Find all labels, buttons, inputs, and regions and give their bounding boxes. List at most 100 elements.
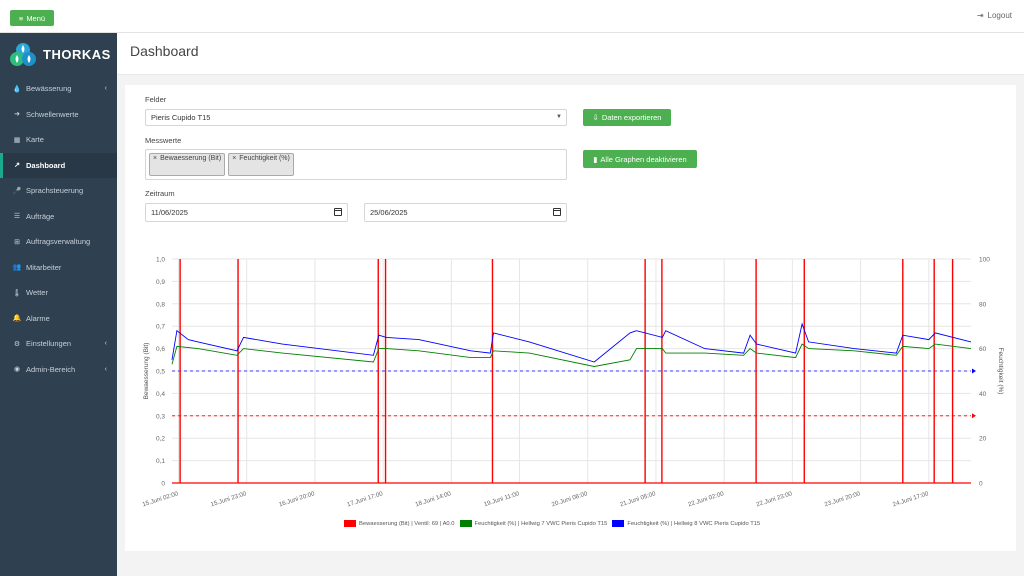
gears-icon: ⚙ [13,340,21,348]
sidebar-menu: 💧 Bewässerung ‹ ➜ Schwellenwerte ▦ Karte ↗ Dashb… [0,76,117,382]
sign-out-icon: ⇥ [976,11,984,20]
export-data-button[interactable]: ⇩ Daten exportieren [583,109,671,126]
sidebar-item-dashboard[interactable]: ↗ Dashboard [0,152,117,178]
sidebar-item-label: Sprachsteuerung [26,186,84,196]
y-left-tick-label: 0,8 [156,301,165,308]
tag-remove-icon[interactable]: × [153,155,158,162]
irrigation-threshold-marker [972,413,976,419]
menu-button[interactable]: ≡ Menü [10,10,54,26]
deactivate-graphs-button[interactable]: ▮ Alle Graphen deaktivieren [583,150,697,168]
sidebar-item-label: Mitarbeiter [26,262,62,272]
top-navbar: ≡ Menü ⇥ Logout [0,0,1024,33]
legend-label: Bewaesserung (Bit) | Ventil: 69 | A0.0 [359,520,455,527]
y-left-tick-label: 0,2 [156,436,165,443]
sidebar-item-label: Einstellungen [26,339,72,349]
y-left-tick-label: 0,6 [156,346,165,353]
sidebar-item-admin-bereich[interactable]: ◉ Admin-Bereich ‹ [0,357,117,383]
y-left-tick-label: 0,7 [156,324,165,331]
logout-label: Logout [987,11,1012,20]
sidebar-item-label: Bewässerung [26,84,72,94]
tag-remove-icon[interactable]: × [232,155,237,162]
sidebar-item-aufträge[interactable]: ☰ Aufträge [0,204,117,230]
messwerte-label: Messwerte [145,136,182,145]
sidebar-item-karte[interactable]: ▦ Karte [0,127,117,153]
bar-chart-icon: ▮ [593,154,598,164]
x-tick-label: 22.Juni 02:00 [687,490,725,508]
users-icon: 👥 [12,264,22,272]
date-from-input[interactable]: 11/06/2025 [145,203,348,222]
felder-label: Felder [145,95,167,104]
brand-logo[interactable]: THORKAS [0,33,117,76]
menu-button-label: Menü [26,13,46,23]
messwerte-tag[interactable]: × Bewaesserung (Bit) [149,153,226,176]
sidebar-item-wetter[interactable]: 🌡 Wetter [0,280,117,306]
legend-swatch [612,520,625,527]
x-tick-label: 19.Juni 11:00 [483,490,521,508]
page-header: Dashboard [117,33,1024,75]
y-right-tick-label: 100 [979,257,990,264]
messwerte-tag-label: Feuchtigkeit (%) [239,155,290,162]
date-to-value: 25/06/2025 [370,208,408,217]
chevron-left-icon: ‹ [104,365,107,373]
sidebar-item-sprachsteuerung[interactable]: 🎤 Sprachsteuerung [0,178,117,204]
hellwig7-series-line [171,343,972,367]
felder-select-value: Pieris Cupido T15 [151,113,211,122]
drop-icon: 💧 [12,85,22,93]
chevron-left-icon: ‹ [104,85,107,93]
sidebar-item-schwellenwerte[interactable]: ➜ Schwellenwerte [0,102,117,128]
y-right-tick-label: 0 [979,481,983,488]
legend-item[interactable]: Bewaesserung (Bit) | Ventil: 69 | A0.0 [344,520,455,527]
sidebar-item-label: Karte [26,135,44,145]
legend-swatch [344,520,356,527]
sidebar-item-bewässerung[interactable]: 💧 Bewässerung ‹ [0,76,117,102]
calendar-icon[interactable] [334,208,342,216]
felder-select[interactable]: Pieris Cupido T15 ▼ [145,109,567,126]
moisture-threshold-marker [972,368,976,374]
chart-legend: Bewaesserung (Bit) | Ventil: 69 | A0.0 Fe… [344,520,760,527]
brand-name: THORKAS [43,47,111,62]
moisture-chart: 0 0,1 0,2 0,3 0,4 0,5 0,6 0,7 0,8 0,9 1,0 0 20 40 60 80… [142,257,1004,509]
messwerte-tag[interactable]: × Feuchtigkeit (%) [228,153,294,176]
x-tick-label: 23.Juni 20:00 [824,490,862,508]
y-right-axis-label: Feuchtigkeit (%) [997,348,1004,395]
sidebar-item-alarme[interactable]: 🔔 Alarme [0,306,117,332]
date-from-value: 11/06/2025 [151,208,188,217]
y-left-tick-label: 0 [161,481,165,488]
list-icon: ☰ [13,213,21,221]
sidebar-item-einstellungen[interactable]: ⚙ Einstellungen ‹ [0,331,117,357]
calendar-icon[interactable] [553,208,561,216]
y-right-tick-label: 60 [979,346,987,353]
y-left-tick-label: 0,3 [156,413,165,420]
date-to-input[interactable]: 25/06/2025 [364,203,567,222]
sidebar-item-auftragsverwaltung[interactable]: ⊞ Auftragsverwaltung [0,229,117,255]
sidebar-item-label: Aufträge [26,211,55,221]
line-chart-icon: ↗ [14,162,20,170]
legend-item[interactable]: Feuchtigkeit (%) | Hellwig 8 VWC Pieris … [612,520,760,527]
sidebar-item-label: Wetter [26,288,48,298]
messwerte-tag-label: Bewaesserung (Bit) [160,155,222,162]
y-left-tick-label: 0,1 [156,458,165,465]
download-icon: ⇩ [592,113,599,122]
legend-item[interactable]: Feuchtigkeit (%) | Hellwig 7 VWC Pieris … [459,520,608,527]
zeitraum-label: Zeitraum [145,189,175,198]
sidebar-item-label: Admin-Bereich [26,364,76,374]
sidebar-item-mitarbeiter[interactable]: 👥 Mitarbeiter [0,255,117,281]
logout-link[interactable]: ⇥ Logout [977,11,1012,20]
microphone-icon: 🎤 [12,187,22,195]
y-left-tick-label: 0,4 [156,391,165,398]
legend-label: Feuchtigkeit (%) | Hellwig 7 VWC Pieris … [474,520,608,527]
y-right-tick-label: 80 [979,301,987,308]
x-tick-label: 18.Juni 14:00 [414,490,452,508]
page-title: Dashboard [130,43,199,59]
y-left-tick-label: 1,0 [156,257,165,264]
messwerte-multiselect[interactable]: × Bewaesserung (Bit) × Feuchtigkeit (%) [145,149,567,180]
sidebar-item-label: Schwellenwerte [26,109,79,119]
caret-down-icon: ▼ [556,114,562,120]
x-tick-label: 22.Juni 23:00 [755,490,793,508]
y-right-tick-label: 40 [979,391,987,398]
arrow-icon: ➜ [14,111,20,119]
hamburger-icon: ≡ [18,13,24,23]
legend-swatch [459,520,472,527]
x-tick-label: 20.Juni 08:00 [551,490,589,508]
x-tick-label: 17.Juni 17:00 [346,490,384,508]
